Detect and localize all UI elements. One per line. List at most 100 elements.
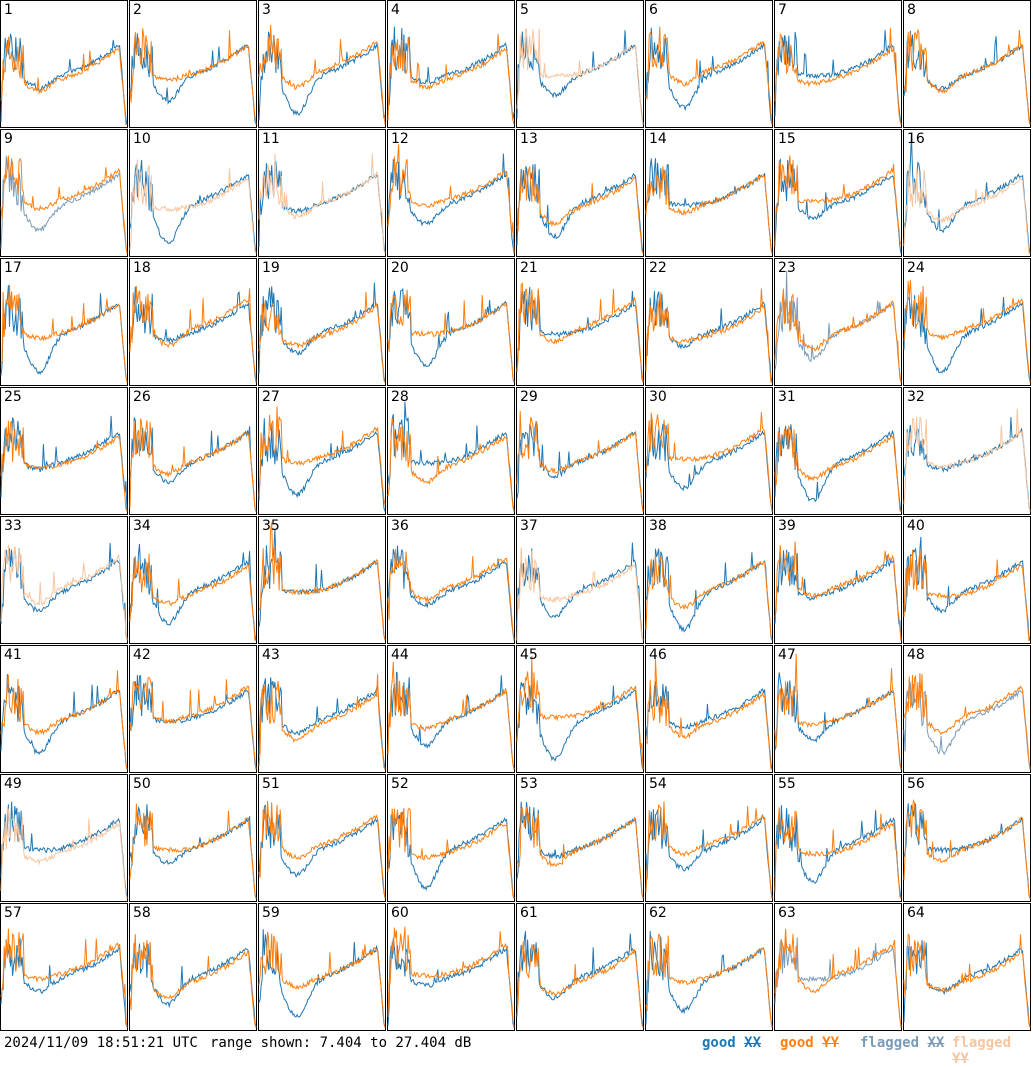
panel-number: 15 [778, 131, 796, 147]
spectrum-panel: 40 [903, 516, 1031, 644]
good-yy-line [645, 554, 773, 641]
panel-frame [0, 645, 128, 773]
panel-frame [903, 645, 1031, 773]
panel-number: 22 [649, 260, 667, 276]
good-yy-line [516, 282, 644, 383]
panel-number: 55 [778, 776, 796, 792]
spectrum-panel: 52 [387, 774, 515, 902]
good-yy-line [645, 659, 773, 770]
panel-number: 35 [262, 518, 280, 534]
panel-number: 13 [520, 131, 538, 147]
panel-number: 41 [4, 647, 22, 663]
good-xx-line [129, 543, 257, 641]
panel-frame [645, 387, 773, 515]
spectrum-panel: 7 [774, 0, 902, 128]
good-yy-line [0, 420, 128, 512]
good-xx-line [645, 27, 773, 125]
good-xx-line [516, 163, 644, 254]
spectrum-panel: 3 [258, 0, 386, 128]
good-yy-line [0, 155, 128, 254]
panel-number: 27 [262, 389, 280, 405]
panel-number: 17 [4, 260, 22, 276]
good-yy-line [645, 26, 773, 125]
panel-number: 26 [133, 389, 151, 405]
good-yy-line [774, 541, 902, 641]
timestamp: 2024/11/09 18:51:21 UTC [4, 1035, 198, 1051]
good-yy-line [516, 941, 644, 1028]
flagged-yy-line [903, 163, 1030, 254]
spectrum-panel: 25 [0, 387, 128, 515]
good-xx-line [258, 31, 386, 121]
panel-number: 52 [391, 776, 409, 792]
panel-number: 6 [649, 2, 658, 18]
panel-number: 9 [4, 131, 13, 147]
panel-frame [774, 774, 902, 902]
panel-number: 37 [520, 518, 538, 534]
panel-number: 44 [391, 647, 409, 663]
spectrum-panel: 59 [258, 903, 386, 1031]
panel-frame [387, 387, 515, 515]
panel-number: 8 [907, 2, 916, 18]
panel-frame [129, 516, 257, 644]
panel-number: 38 [649, 518, 667, 534]
spectrum-panel: 33 [0, 516, 128, 644]
good-xx-line [258, 528, 386, 641]
spectrum-panel: 37 [516, 516, 644, 644]
good-xx-line [258, 677, 386, 770]
good-xx-line [258, 804, 386, 899]
good-xx-line [387, 938, 515, 1028]
spectrum-panel: 32 [903, 387, 1031, 515]
panel-number: 43 [262, 647, 280, 663]
good-xx-line [129, 417, 257, 512]
panel-frame [258, 387, 386, 515]
good-xx-line [774, 30, 902, 125]
panel-frame [129, 645, 257, 773]
panel-number: 3 [262, 2, 271, 18]
spectrum-panel: 53 [516, 774, 644, 902]
panel-frame [774, 129, 902, 257]
panel-number: 14 [649, 131, 667, 147]
good-yy-line [129, 934, 257, 1028]
good-xx-line [903, 417, 1031, 512]
panel-number: 31 [778, 389, 796, 405]
good-xx-line [387, 811, 515, 899]
panel-frame [387, 516, 515, 644]
panel-number: 10 [133, 131, 151, 147]
panel-frame [774, 258, 902, 386]
good-yy-line [258, 800, 386, 899]
good-xx-line [774, 548, 902, 641]
spectrum-panel: 29 [516, 387, 644, 515]
good-xx-line [129, 286, 257, 383]
good-xx-line [774, 424, 902, 512]
good-xx-line [645, 417, 773, 512]
spectrum-panel: 1 [0, 0, 128, 128]
good-xx-line [774, 672, 902, 770]
panel-frame [903, 903, 1031, 1031]
good-yy-line [0, 36, 127, 125]
panel-frame [645, 903, 773, 1031]
spectrum-panel: 26 [129, 387, 257, 515]
panel-frame [774, 0, 902, 128]
good-yy-line [0, 284, 128, 383]
panel-number: 24 [907, 260, 925, 276]
good-yy-line [258, 406, 386, 505]
good-xx-line [129, 160, 257, 254]
flagged-yy-line [0, 806, 128, 899]
panel-frame [903, 0, 1031, 128]
good-yy-line [129, 677, 257, 770]
good-xx-line [0, 801, 128, 899]
panel-frame [774, 645, 902, 773]
panel-number: 29 [520, 389, 538, 405]
panel-frame [774, 387, 902, 515]
panel-number: 36 [391, 518, 409, 534]
spectrum-panel: 9 [0, 129, 128, 257]
flagged-xx-line [903, 679, 1031, 770]
good-xx-line [258, 418, 386, 512]
panel-frame [129, 258, 257, 386]
spectrum-panel: 54 [645, 774, 773, 902]
good-xx-line [0, 285, 128, 383]
panel-number: 50 [133, 776, 151, 792]
good-yy-line [774, 807, 902, 899]
good-yy-line [516, 165, 644, 254]
panel-frame [903, 516, 1031, 644]
